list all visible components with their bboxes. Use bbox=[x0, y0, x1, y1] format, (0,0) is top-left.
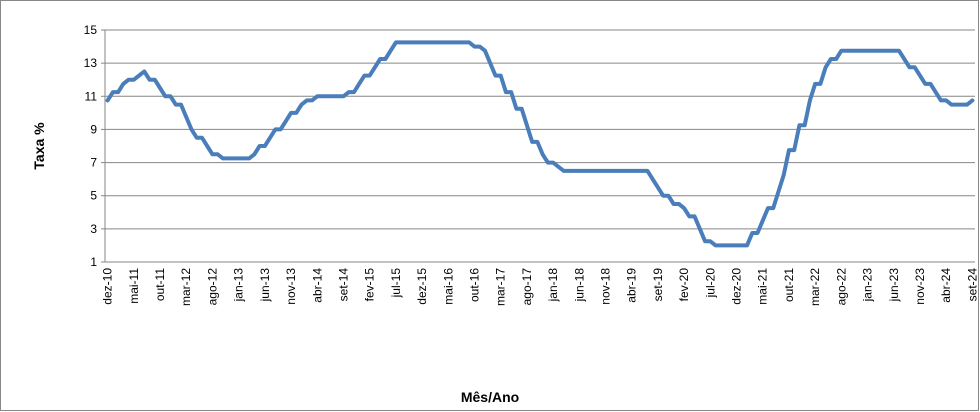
x-tick-label: mai-21 bbox=[756, 268, 770, 305]
x-tick-label: mar-12 bbox=[179, 268, 193, 306]
x-tick-label: nov-23 bbox=[913, 268, 927, 305]
x-tick-label: mai-11 bbox=[127, 268, 141, 304]
x-tick-label: mar-17 bbox=[494, 268, 508, 306]
y-tick-label: 5 bbox=[90, 189, 97, 203]
x-tick-label: set-14 bbox=[336, 268, 350, 302]
x-tick-label: ago-17 bbox=[520, 268, 534, 306]
x-tick-label: jan-23 bbox=[861, 268, 875, 303]
x-tick-label: jun-18 bbox=[572, 268, 586, 303]
x-tick-label: ago-12 bbox=[205, 268, 219, 306]
y-tick-label: 13 bbox=[84, 56, 98, 70]
y-tick-label: 9 bbox=[90, 122, 97, 136]
y-tick-label: 3 bbox=[90, 222, 97, 236]
x-tick-label: jul-15 bbox=[389, 268, 403, 299]
x-tick-label: jul-20 bbox=[703, 268, 717, 299]
x-tick-label: jun-13 bbox=[258, 268, 272, 303]
x-tick-label: dez-10 bbox=[101, 268, 115, 305]
x-axis-title: Mês/Ano bbox=[461, 389, 519, 405]
x-tick-label: set-24 bbox=[965, 268, 979, 302]
line-series bbox=[105, 40, 975, 248]
x-tick-label: mai-16 bbox=[441, 268, 455, 305]
x-tick-label: dez-15 bbox=[415, 268, 429, 305]
x-tick-label: mar-22 bbox=[808, 268, 822, 306]
x-tick-label: out-16 bbox=[467, 268, 481, 302]
x-tick-label: jun-23 bbox=[887, 268, 901, 303]
x-tick-label: jan-13 bbox=[232, 268, 246, 303]
x-tick-label: fev-20 bbox=[677, 268, 691, 302]
x-tick-label: nov-18 bbox=[599, 268, 613, 305]
x-tick-label: abr-19 bbox=[625, 268, 639, 303]
x-tick-label: abr-24 bbox=[939, 268, 953, 303]
x-tick-label: set-19 bbox=[651, 268, 665, 302]
x-tick-label: ago-22 bbox=[834, 268, 848, 306]
y-tick-label: 15 bbox=[84, 23, 98, 37]
y-axis-title: Taxa % bbox=[31, 122, 47, 170]
x-tick-label: out-21 bbox=[782, 268, 796, 302]
x-tick-label: fev-15 bbox=[363, 268, 377, 302]
x-tick-label: nov-13 bbox=[284, 268, 298, 305]
y-tick-label: 1 bbox=[90, 255, 97, 269]
x-tick-label: jan-18 bbox=[546, 268, 560, 303]
y-tick-label: 11 bbox=[85, 89, 98, 103]
x-tick-label: dez-20 bbox=[730, 268, 744, 305]
x-tick-label: out-11 bbox=[153, 268, 167, 301]
y-tick-label: 7 bbox=[90, 156, 97, 170]
x-tick-label: abr-14 bbox=[310, 268, 324, 303]
